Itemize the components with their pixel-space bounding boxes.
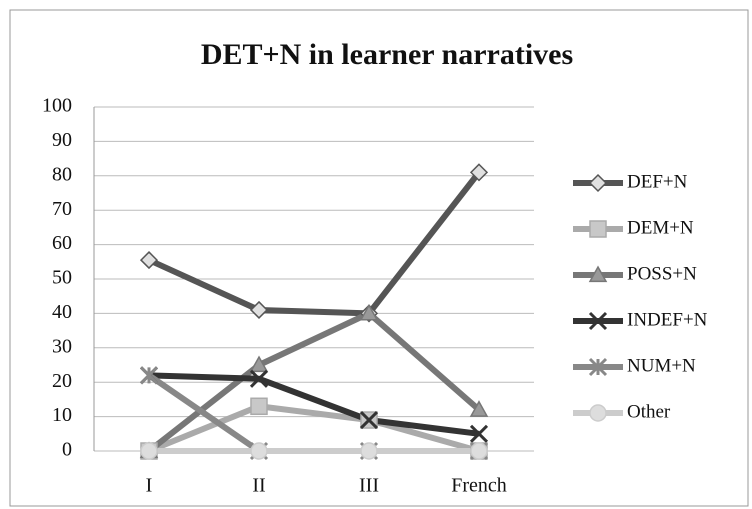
marker bbox=[589, 220, 607, 238]
series-line bbox=[147, 310, 481, 454]
series-line bbox=[148, 372, 480, 437]
y-tick-label: 20 bbox=[52, 370, 72, 392]
legend-label: DEF+N bbox=[627, 171, 688, 192]
y-tick-label: 60 bbox=[52, 232, 72, 254]
marker bbox=[139, 251, 159, 270]
legend-label: INDEF+N bbox=[627, 309, 708, 330]
x-tick-label: French bbox=[451, 475, 507, 497]
marker bbox=[469, 400, 489, 417]
legend-label: POSS+N bbox=[627, 263, 697, 284]
marker bbox=[140, 442, 158, 460]
legend-label: NUM+N bbox=[627, 355, 696, 376]
marker bbox=[249, 300, 269, 320]
marker bbox=[588, 265, 608, 283]
marker bbox=[250, 442, 268, 460]
chart-title: DET+N in learner narratives bbox=[201, 38, 573, 71]
y-tick-label: 10 bbox=[52, 404, 72, 426]
y-tick-label: 80 bbox=[52, 163, 72, 185]
marker bbox=[250, 397, 268, 416]
y-tick-label: 40 bbox=[52, 301, 72, 323]
legend-label: Other bbox=[627, 401, 671, 422]
marker bbox=[249, 355, 269, 373]
series-line bbox=[147, 403, 480, 454]
marker bbox=[588, 173, 608, 193]
marker bbox=[469, 424, 489, 443]
y-tick-label: 100 bbox=[42, 95, 72, 117]
x-tick-label: I bbox=[146, 475, 153, 497]
legend-label: DEM+N bbox=[627, 217, 694, 238]
marker bbox=[469, 163, 489, 182]
marker bbox=[359, 303, 379, 321]
x-tick-label: III bbox=[359, 475, 379, 497]
x-tick-label: II bbox=[252, 475, 265, 497]
marker bbox=[589, 404, 607, 422]
marker bbox=[359, 410, 379, 430]
y-tick-label: 70 bbox=[52, 198, 72, 220]
y-tick-label: 0 bbox=[62, 439, 72, 461]
y-tick-label: 50 bbox=[52, 267, 72, 289]
marker bbox=[249, 369, 269, 388]
marker bbox=[360, 442, 378, 460]
series-line bbox=[147, 170, 482, 317]
y-tick-label: 30 bbox=[52, 335, 72, 357]
chart-frame bbox=[9, 9, 749, 507]
marker bbox=[470, 442, 488, 460]
marker bbox=[588, 357, 608, 377]
marker bbox=[139, 366, 159, 385]
marker bbox=[588, 311, 608, 331]
y-tick-label: 90 bbox=[52, 129, 72, 151]
